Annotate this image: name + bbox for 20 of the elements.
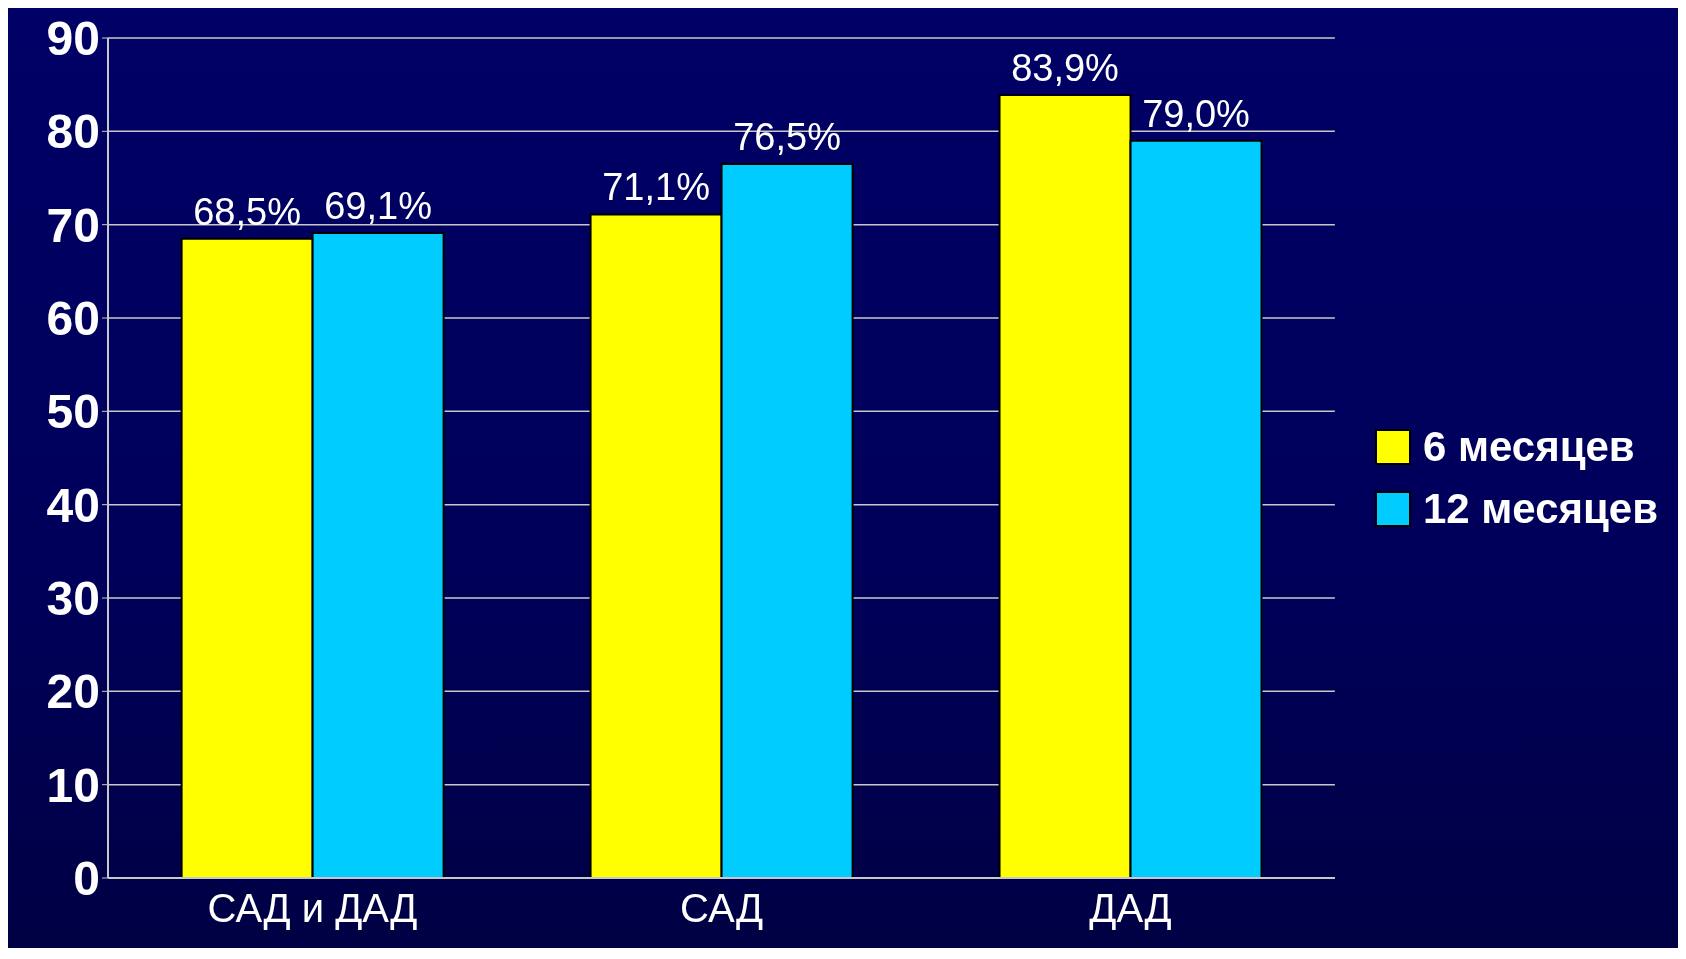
y-tick-label: 40 — [46, 478, 100, 532]
y-tick-label: 90 — [46, 12, 100, 66]
data-label: 83,9% — [1011, 46, 1119, 89]
y-tick-label: 50 — [46, 385, 100, 439]
y-tick-label: 20 — [46, 665, 100, 719]
y-tick-label: 60 — [46, 292, 100, 346]
y-tick-label: 0 — [73, 852, 100, 906]
y-tick-label: 10 — [46, 758, 100, 812]
legend-label: 12 месяцев — [1422, 485, 1658, 533]
x-tick-label: САД — [679, 886, 763, 931]
y-tick-label: 30 — [46, 572, 100, 626]
data-label: 79,0% — [1142, 92, 1250, 135]
x-tick-label: ДАД — [1089, 886, 1172, 931]
x-tick-label: САД и ДАД — [207, 886, 418, 931]
y-tick-label: 70 — [46, 198, 100, 252]
data-label: 69,1% — [324, 185, 432, 228]
data-label: 68,5% — [193, 190, 301, 233]
legend-label: 6 месяцев — [1422, 423, 1635, 471]
data-label: 71,1% — [602, 166, 710, 209]
y-tick-label: 80 — [46, 105, 100, 159]
